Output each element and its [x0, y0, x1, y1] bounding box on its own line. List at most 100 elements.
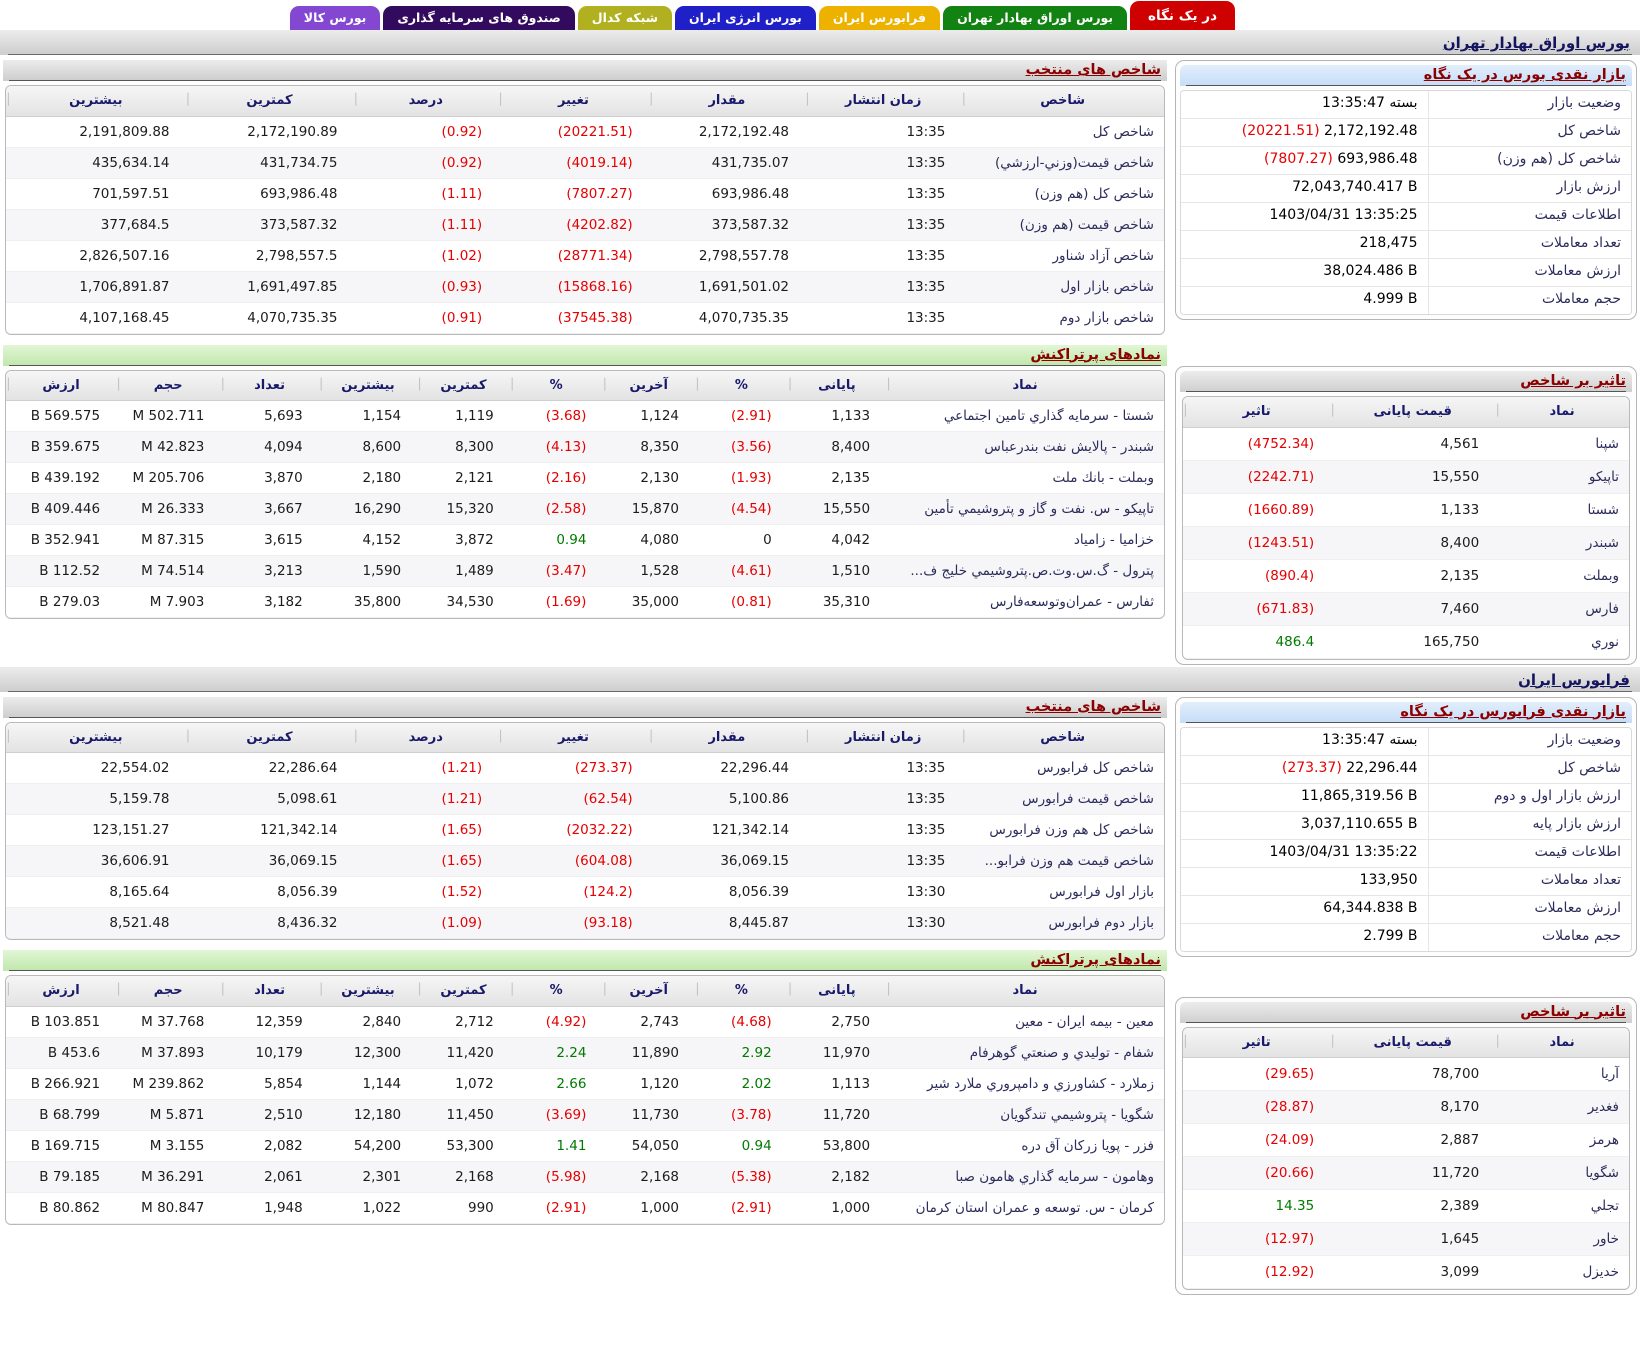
symbol-link[interactable]: وهامون - سرمایه گذاري هامون صبا	[886, 1161, 1164, 1193]
symbol-link[interactable]: تاپیکو - س. نفت و گاز و پتروشيمي تأمين	[886, 493, 1164, 525]
tse-indices-title[interactable]: شاخص های منتخب	[9, 62, 1161, 81]
symbol-link[interactable]: شگویا - پتروشیمي تندگویان	[886, 1099, 1164, 1131]
column-header[interactable]: تاثیر	[1183, 397, 1331, 428]
symbol-link[interactable]: ثفارس - عمران‌وتوسعه‌فارس	[886, 586, 1164, 618]
table-cell: 1,154	[318, 400, 418, 432]
symbol-link[interactable]: شاخص کل هم وزن فرابورس	[961, 814, 1164, 846]
column-header[interactable]: حجم	[116, 976, 221, 1007]
symbol-link[interactable]: شاخص قیمت فرابورس	[961, 783, 1164, 815]
column-header[interactable]: %	[695, 976, 788, 1007]
symbol-link[interactable]: شبندر - پالايش نفت بندرعباس	[886, 431, 1164, 463]
symbol-link[interactable]: شاخص بازار اول	[961, 271, 1164, 303]
column-header[interactable]: تغییر	[498, 722, 649, 753]
symbol-link[interactable]: شگویا	[1495, 1156, 1629, 1190]
tab-5[interactable]: شبکه کدال	[577, 6, 673, 30]
symbol-link[interactable]: خدیزل	[1495, 1255, 1629, 1289]
column-header[interactable]: نماد	[1495, 397, 1629, 428]
ifb-impact-title[interactable]: تاثیر بر شاخص	[1186, 1004, 1626, 1023]
column-header[interactable]: نماد	[886, 976, 1164, 1007]
tse-active-title[interactable]: نمادهای پرتراکنش	[9, 347, 1161, 366]
table-row: ثفارس - عمران‌وتوسعه‌فارس 35,310 (0.81) 35,…	[6, 586, 1164, 618]
ifb-glance-title[interactable]: بازار نقدی فرابورس در یک نگاه	[1186, 704, 1626, 723]
symbol-link[interactable]: کرمان - س. توسعه و عمران استان کرمان	[886, 1192, 1164, 1224]
symbol-link[interactable]: خاور	[1495, 1222, 1629, 1256]
symbol-link[interactable]: شاخص آزاد شناور	[961, 240, 1164, 272]
column-header[interactable]: %	[509, 370, 603, 401]
column-header[interactable]: درصد	[353, 86, 499, 117]
column-header[interactable]: نماد	[886, 370, 1164, 401]
column-header[interactable]: آخرین	[602, 976, 696, 1007]
symbol-link[interactable]: وبملت	[1495, 559, 1629, 593]
tab-4[interactable]: بورس انرژی ایران	[675, 6, 816, 30]
symbol-link[interactable]: پترول - گ.س.وت.ص.پتروشيمي خليج ف...	[886, 555, 1164, 587]
symbol-link[interactable]: زملارد - کشاورزي و دامپروري ملارد شیر	[886, 1068, 1164, 1100]
symbol-link[interactable]: شبندر	[1495, 526, 1629, 560]
column-header[interactable]: ارزش	[6, 370, 117, 401]
symbol-link[interactable]: هرمز	[1495, 1123, 1629, 1157]
tab-3[interactable]: فرابورس ایران	[818, 6, 941, 30]
ifb-active-title[interactable]: نمادهای پرتراکنش	[9, 952, 1161, 971]
column-header[interactable]: بیشترین	[318, 370, 418, 401]
tse-impact-title[interactable]: تاثیر بر شاخص	[1186, 373, 1626, 392]
ifb-section-title[interactable]: فرابورس ایران	[8, 669, 1632, 692]
symbol-link[interactable]: شاخص قیمت(وزني-ارزشي)	[961, 147, 1164, 179]
column-header[interactable]: شاخص	[961, 86, 1164, 117]
column-header[interactable]: کمترین	[417, 976, 510, 1007]
column-header[interactable]: بیشترین	[318, 976, 418, 1007]
column-header[interactable]: مقدار	[648, 86, 806, 117]
symbol-link[interactable]: شاخص کل	[961, 116, 1164, 148]
symbol-link[interactable]: شاخص کل (هم وزن)	[961, 178, 1164, 210]
column-header[interactable]: کمترین	[185, 86, 354, 117]
column-header[interactable]: زمان انتشار	[805, 722, 962, 753]
symbol-link[interactable]: نوري	[1495, 625, 1629, 659]
symbol-link[interactable]: شاخص قیمت هم وزن فرابو...	[961, 845, 1164, 877]
column-header[interactable]: تاثیر	[1183, 1027, 1331, 1058]
symbol-link[interactable]: خزامیا - زامياد	[886, 524, 1164, 556]
symbol-link[interactable]: شاخص کل فرابورس	[961, 752, 1164, 784]
tse-glance-title[interactable]: بازار نقدی بورس در یک نگاه	[1186, 67, 1626, 86]
symbol-link[interactable]: شاخص بازار دوم	[961, 302, 1164, 334]
symbol-link[interactable]: بازار اول فرابورس	[961, 876, 1164, 908]
column-header[interactable]: کمترین	[417, 370, 510, 401]
column-header[interactable]: آخرین	[602, 370, 696, 401]
column-header[interactable]: زمان انتشار	[805, 86, 962, 117]
column-header[interactable]: ارزش	[6, 976, 117, 1007]
column-header[interactable]: شاخص	[961, 722, 1164, 753]
symbol-link[interactable]: وبملت - بانك ملت	[886, 462, 1164, 494]
symbol-link[interactable]: تاپیکو	[1495, 460, 1629, 494]
column-header[interactable]: %	[695, 370, 788, 401]
column-header[interactable]: تغییر	[498, 86, 649, 117]
ifb-indices-title[interactable]: شاخص های منتخب	[9, 699, 1161, 718]
symbol-link[interactable]: فارس	[1495, 592, 1629, 626]
symbol-link[interactable]: شستا - سرمايه گذاري تامين اجتماعي	[886, 400, 1164, 432]
column-header[interactable]: بیشترین	[6, 722, 186, 753]
column-header[interactable]: پایانی	[787, 976, 887, 1007]
column-header[interactable]: نماد	[1495, 1027, 1629, 1058]
tab-7[interactable]: بورس کالا	[289, 6, 381, 30]
column-header[interactable]: قیمت پایانی	[1330, 1027, 1496, 1058]
tab-1[interactable]: در یک نگاه	[1130, 1, 1235, 30]
column-header[interactable]: تعداد	[220, 370, 319, 401]
symbol-link[interactable]: معین - بیمه ایران - معین	[886, 1006, 1164, 1038]
column-header[interactable]: درصد	[353, 722, 499, 753]
symbol-link[interactable]: تجلي	[1495, 1189, 1629, 1223]
column-header[interactable]: قیمت پایانی	[1330, 397, 1496, 428]
column-header[interactable]: تعداد	[220, 976, 319, 1007]
symbol-link[interactable]: شپنا	[1495, 427, 1629, 461]
symbol-link[interactable]: شفام - تولیدي و صنعتي گوهرفام	[886, 1037, 1164, 1069]
symbol-link[interactable]: آریا	[1495, 1057, 1629, 1091]
column-header[interactable]: %	[509, 976, 603, 1007]
symbol-link[interactable]: شستا	[1495, 493, 1629, 527]
tse-section-title[interactable]: بورس اوراق بهادار تهران	[8, 32, 1632, 55]
column-header[interactable]: حجم	[116, 370, 221, 401]
column-header[interactable]: پایانی	[787, 370, 887, 401]
column-header[interactable]: کمترین	[185, 722, 354, 753]
column-header[interactable]: مقدار	[648, 722, 806, 753]
symbol-link[interactable]: بازار دوم فرابورس	[961, 907, 1164, 939]
symbol-link[interactable]: شاخص قیمت (هم وزن)	[961, 209, 1164, 241]
symbol-link[interactable]: فزر - پویا زرکان آق دره	[886, 1130, 1164, 1162]
tab-6[interactable]: صندوق های سرمایه گذاری	[383, 6, 575, 30]
column-header[interactable]: بیشترین	[6, 86, 186, 117]
tab-2[interactable]: بورس اوراق بهادار تهران	[943, 6, 1128, 30]
symbol-link[interactable]: فغدیر	[1495, 1090, 1629, 1124]
